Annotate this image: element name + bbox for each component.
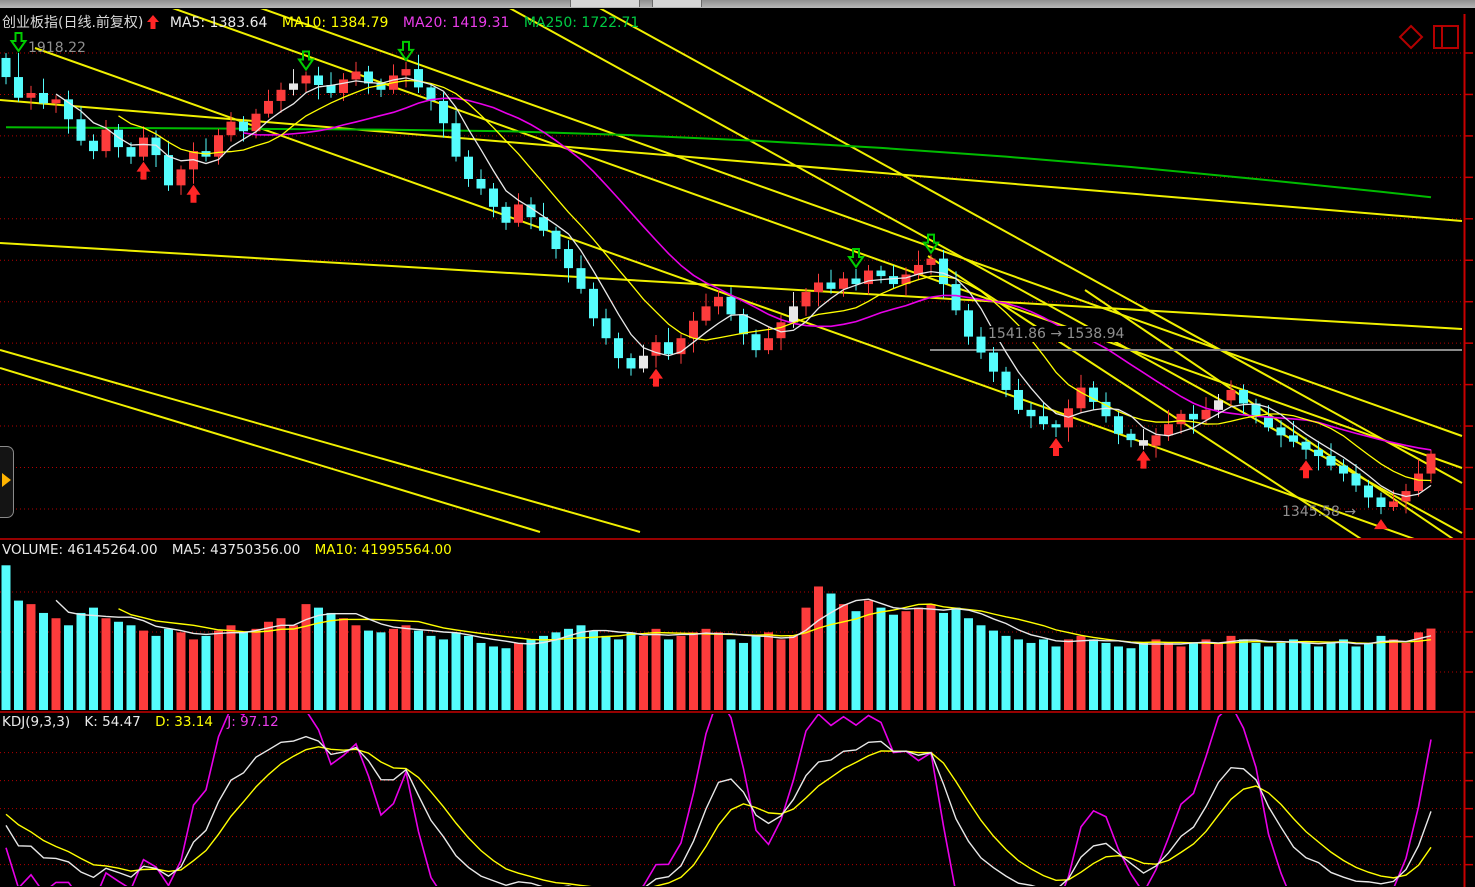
buy-up-arrow-icon xyxy=(136,161,151,180)
expand-right-icon xyxy=(2,473,11,487)
symbol-title: 创业板指(日线.前复权) xyxy=(2,15,144,31)
price-panel[interactable] xyxy=(0,0,1464,584)
signal-markers xyxy=(9,32,1388,530)
price-label-high: 1918.22 xyxy=(28,40,86,56)
window-grip-tab xyxy=(570,0,640,7)
buy-up-arrow-icon xyxy=(649,368,663,387)
price-label-mid: 1541.86 → 1538.94 xyxy=(986,326,1127,342)
ma5-value: MA5: 1383.64 xyxy=(169,15,268,31)
corner-toolbar xyxy=(1398,24,1459,50)
kdj-k-value: K: 54.47 xyxy=(84,714,141,730)
sell-down-arrow-icon xyxy=(847,247,865,269)
kdj-panel-header: KDJ(9,3,3) K: 54.47 D: 33.14 J: 97.12 xyxy=(2,714,289,730)
sell-down-arrow-icon xyxy=(397,40,415,62)
buy-up-arrow-icon xyxy=(1299,460,1313,479)
sell-down-arrow-icon xyxy=(297,50,315,72)
ma250-value: MA250: 1722.71 xyxy=(523,15,640,31)
kdj-j-value: J: 97.12 xyxy=(227,714,279,730)
ma10-value: MA10: 1384.79 xyxy=(281,15,389,31)
volume-panel[interactable] xyxy=(0,565,1464,710)
window-top-edge xyxy=(0,0,1475,8)
split-window-icon[interactable] xyxy=(1433,25,1459,49)
volume-panel-header: VOLUME: 46145264.00 MA5: 43750356.00 MA1… xyxy=(2,542,462,558)
sell-down-arrow-icon xyxy=(922,233,940,255)
volume-ma10-value: MA10: 41995564.00 xyxy=(314,542,452,558)
volume-value: VOLUME: 46145264.00 xyxy=(2,542,158,558)
bottom-triangle-icon xyxy=(1374,519,1388,530)
panel-dividers xyxy=(0,538,1475,713)
buy-up-arrow-icon xyxy=(1136,450,1151,469)
window-grip-tab xyxy=(652,0,702,7)
price-label-low: 1345.58 → xyxy=(1282,504,1357,520)
right-price-axis xyxy=(1463,14,1473,887)
price-panel-header: 创业板指(日线.前复权) MA5: 1383.64 MA10: 1384.79 … xyxy=(2,12,649,32)
diamond-tool-icon[interactable] xyxy=(1398,24,1424,50)
sell-down-arrow-icon xyxy=(9,32,28,53)
kdj-title: KDJ(9,3,3) xyxy=(2,714,71,730)
up-arrow-icon xyxy=(147,15,160,29)
buy-up-arrow-icon xyxy=(186,184,201,203)
volume-ma5-value: MA5: 43750356.00 xyxy=(171,542,301,558)
buy-up-arrow-icon xyxy=(1049,437,1063,456)
kdj-panel[interactable] xyxy=(0,697,1464,887)
sidebar-collapse-tab[interactable] xyxy=(0,446,14,518)
ma20-value: MA20: 1419.31 xyxy=(402,15,510,31)
kdj-d-value: D: 33.14 xyxy=(155,714,213,730)
